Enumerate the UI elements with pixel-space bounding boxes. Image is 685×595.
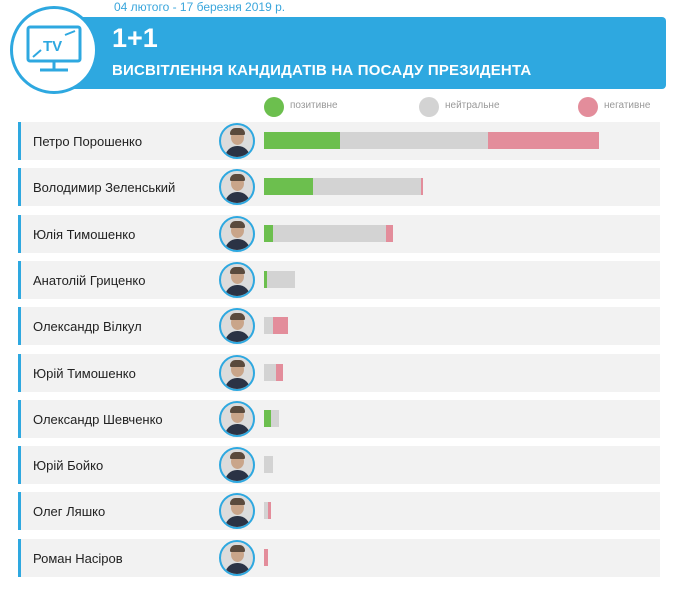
tv-icon: TV	[26, 25, 82, 72]
legend-label-negative: негативне	[604, 100, 651, 111]
candidate-name: Юрій Бойко	[33, 458, 104, 474]
candidate-photo	[219, 493, 255, 530]
bar-segment-negative	[273, 317, 289, 335]
bar-segment-neutral	[264, 317, 274, 335]
candidate-photo	[219, 400, 255, 437]
bar-segment-positive	[264, 224, 274, 242]
bar-segment-neutral	[264, 502, 269, 520]
legend-swatch-positive	[264, 97, 284, 117]
candidate-row: Олександр Шевченко	[18, 399, 660, 438]
candidate-row: Олександр Вілкул	[18, 307, 660, 346]
candidate-photo	[219, 447, 255, 484]
candidate-name: Юлія Тимошенко	[33, 226, 136, 242]
bar-segment-neutral	[312, 178, 421, 196]
bar-segment-neutral	[264, 363, 277, 381]
candidate-photo	[219, 215, 255, 252]
channel-name: 1+1	[112, 23, 158, 53]
bar-segment-negative	[386, 224, 394, 242]
bar-segment-positive	[264, 132, 340, 149]
legend-label-positive: позитивне	[290, 100, 338, 111]
faint-footer-line	[0, 582, 685, 595]
bar-segment-positive	[264, 178, 313, 196]
candidate-photo	[219, 123, 255, 159]
candidate-name: Володимир Зеленський	[33, 180, 176, 196]
candidate-name: Петро Порошенко	[33, 134, 143, 149]
bar-segment-negative	[420, 178, 423, 196]
legend-swatch-negative	[578, 97, 598, 117]
candidate-row: Юлія Тимошенко	[18, 214, 660, 253]
candidate-name: Олександр Шевченко	[33, 411, 163, 427]
candidate-name: Олег Ляшко	[33, 504, 106, 520]
candidate-name: Юрій Тимошенко	[33, 365, 136, 381]
candidate-name: Олександр Вілкул	[33, 319, 142, 335]
tv-logo: TV	[10, 6, 98, 94]
candidate-row: Анатолій Гриценко	[18, 260, 660, 299]
bar-segment-neutral	[273, 224, 387, 242]
candidate-photo	[219, 308, 255, 345]
bar-segment-negative	[276, 363, 284, 381]
candidate-photo	[219, 539, 255, 576]
bar-segment-negative	[264, 548, 269, 566]
candidate-row: Юрій Тимошенко	[18, 353, 660, 392]
header-banner: 1+1 ВИСВІТЛЕННЯ КАНДИДАТІВ НА ПОСАДУ ПРЕ…	[60, 17, 666, 89]
candidate-row: Олег Ляшко	[18, 492, 660, 531]
candidate-photo	[219, 261, 255, 298]
bar-segment-neutral	[271, 409, 280, 427]
candidate-photo	[219, 354, 255, 391]
chart-title: ВИСВІТЛЕННЯ КАНДИДАТІВ НА ПОСАДУ ПРЕЗИДЕ…	[112, 62, 532, 79]
candidate-photo	[219, 169, 255, 206]
legend-label-neutral: нейтральне	[445, 100, 500, 111]
candidate-name: Роман Насіров	[33, 550, 123, 566]
candidate-row: Роман Насіров	[18, 538, 660, 577]
candidate-name: Анатолій Гриценко	[33, 272, 146, 288]
bar-segment-neutral	[339, 132, 488, 149]
chart-legend: позитивне нейтральне негативне	[0, 97, 685, 119]
date-range: 04 лютого - 17 березня 2019 р.	[114, 0, 286, 14]
bar-segment-negative	[487, 132, 599, 149]
bar-segment-positive	[264, 270, 267, 288]
bar-segment-neutral	[267, 270, 295, 288]
bar-segment-negative	[268, 502, 272, 520]
bar-segment-positive	[264, 409, 272, 427]
legend-swatch-neutral	[419, 97, 439, 117]
candidate-row: Юрій Бойко	[18, 446, 660, 485]
candidate-row: Петро Порошенко	[18, 122, 660, 160]
candidate-row: Володимир Зеленський	[18, 168, 660, 207]
logo-text: TV	[43, 38, 62, 55]
bar-segment-neutral	[264, 456, 274, 474]
